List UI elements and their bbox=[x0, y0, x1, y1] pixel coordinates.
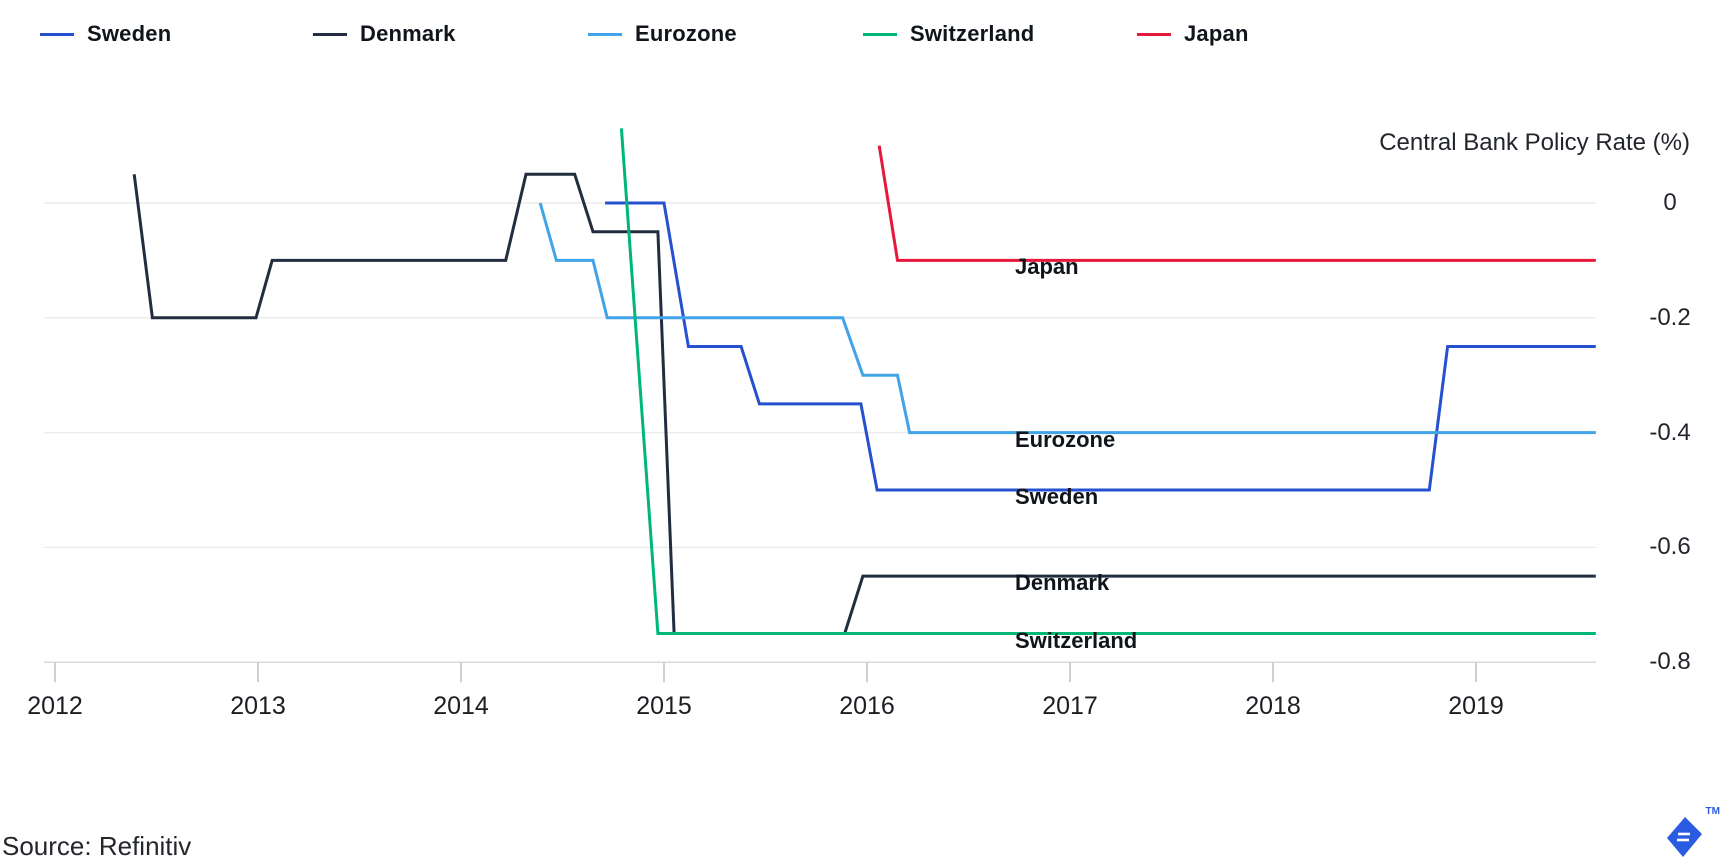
source-attribution: Source: Refinitiv bbox=[2, 831, 192, 860]
legend-swatch-denmark bbox=[313, 32, 347, 36]
x-tick-label-2016: 2016 bbox=[839, 692, 895, 720]
y-tick-label--0.6: -0.6 bbox=[1649, 533, 1691, 561]
series-label-eurozone: Eurozone bbox=[1015, 426, 1116, 452]
legend-item-denmark: Denmark bbox=[313, 21, 456, 46]
legend-swatch-japan bbox=[1137, 32, 1171, 36]
legend-label-sweden: Sweden bbox=[87, 21, 172, 46]
y-axis-title: Central Bank Policy Rate (%) bbox=[1379, 129, 1690, 156]
legend-label-switzerland: Switzerland bbox=[910, 21, 1035, 46]
series-label-sweden: Sweden bbox=[1015, 484, 1099, 509]
x-tick-label-2015: 2015 bbox=[636, 692, 692, 720]
x-tick-label-2019: 2019 bbox=[1448, 692, 1504, 720]
series-line-japan bbox=[877, 145, 1596, 262]
legend-item-sweden: Sweden bbox=[40, 21, 172, 46]
series-line-switzerland bbox=[619, 128, 1596, 635]
trademark-text: TM bbox=[1705, 806, 1720, 817]
y-tick-label--0.8: -0.8 bbox=[1649, 648, 1691, 676]
legend-swatch-sweden bbox=[40, 32, 74, 36]
legend-item-switzerland: Switzerland bbox=[863, 21, 1035, 46]
legend-swatch-switzerland bbox=[863, 32, 897, 36]
x-tick-label-2014: 2014 bbox=[433, 692, 489, 720]
series-line-sweden bbox=[605, 201, 1596, 492]
y-tick-label--0.2: -0.2 bbox=[1649, 303, 1691, 331]
legend-label-denmark: Denmark bbox=[360, 21, 456, 46]
y-tick-label--0.4: -0.4 bbox=[1649, 418, 1691, 446]
legend-item-japan: Japan bbox=[1137, 21, 1249, 46]
series-line-denmark bbox=[132, 172, 1596, 635]
legend-swatch-eurozone bbox=[588, 32, 622, 36]
legend-label-eurozone: Eurozone bbox=[635, 21, 737, 46]
y-tick-label-0: 0 bbox=[1663, 189, 1677, 216]
series-label-japan: Japan bbox=[1015, 254, 1079, 280]
series-label-denmark: Denmark bbox=[1015, 570, 1110, 596]
x-tick-label-2017: 2017 bbox=[1042, 692, 1098, 720]
brand-logo: TM bbox=[1662, 806, 1720, 860]
series-label-switzerland: Switzerland bbox=[1015, 627, 1138, 653]
brand-logo-icon bbox=[1667, 817, 1702, 857]
x-tick-label-2018: 2018 bbox=[1245, 692, 1301, 720]
series-line-eurozone bbox=[538, 202, 1596, 435]
x-tick-label-2012: 2012 bbox=[27, 692, 83, 720]
legend-item-eurozone: Eurozone bbox=[588, 21, 737, 46]
legend-label-japan: Japan bbox=[1184, 21, 1249, 46]
x-tick-label-2013: 2013 bbox=[230, 692, 286, 720]
